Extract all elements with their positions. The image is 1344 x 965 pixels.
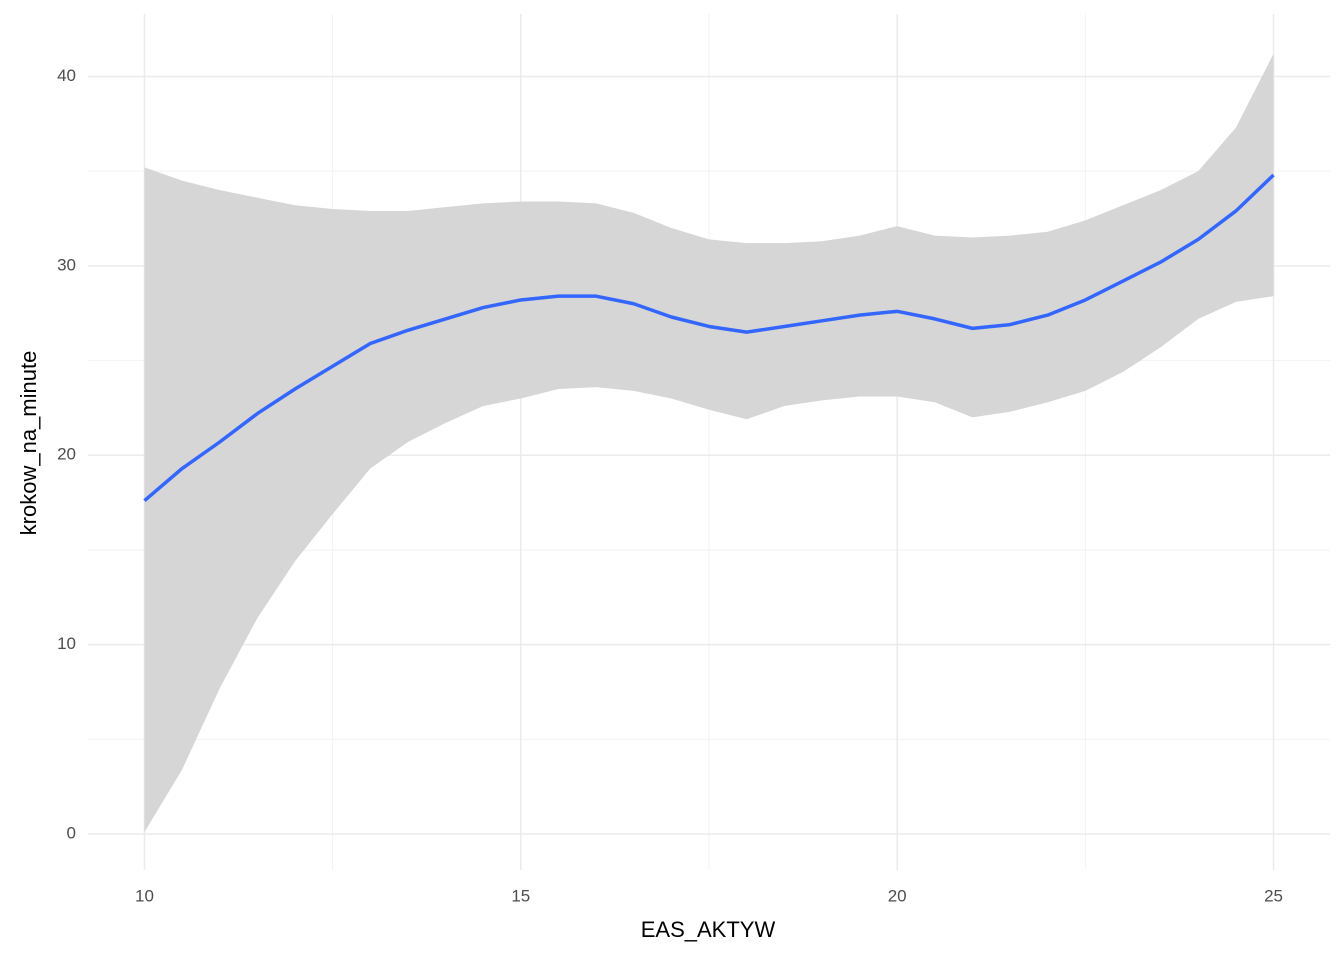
x-tick-label: 15 <box>511 886 530 905</box>
x-tick-label: 10 <box>135 886 154 905</box>
x-tick-label: 20 <box>888 886 907 905</box>
y-tick-label: 0 <box>67 824 76 843</box>
y-tick-label: 30 <box>57 255 76 274</box>
y-tick-label: 10 <box>57 634 76 653</box>
y-tick-label: 20 <box>57 445 76 464</box>
y-axis-title: krokow_na_minute <box>16 351 41 536</box>
x-axis-title: EAS_AKTYW <box>641 917 776 942</box>
x-tick-label: 25 <box>1264 886 1283 905</box>
y-tick-label: 40 <box>57 66 76 85</box>
smooth-line <box>143 173 1275 503</box>
confidence-band <box>144 53 1274 833</box>
